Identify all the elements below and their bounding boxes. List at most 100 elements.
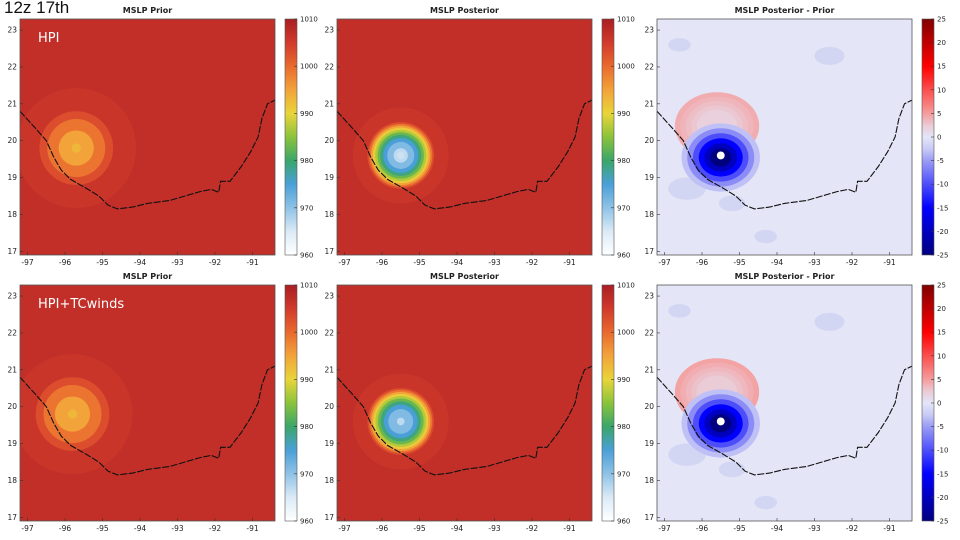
chart-title: MSLP Posterior [430, 272, 499, 281]
x-tick-label: -97 [338, 524, 350, 533]
colorbar-tick-label: 990 [617, 376, 630, 384]
colorbar-tick-label: 1000 [300, 329, 318, 337]
chart-title: MSLP Posterior [430, 6, 499, 15]
colorbar-tick-label: 990 [617, 110, 630, 118]
y-tick-label: 18 [644, 476, 654, 485]
y-tick-label: 23 [324, 292, 334, 301]
colorbar-tick-label: 1000 [617, 63, 635, 71]
plot-frame [656, 18, 913, 256]
out-of-range-core [716, 417, 725, 426]
x-tick-label: -93 [488, 524, 500, 533]
colorbar-tick-label: 25 [937, 16, 946, 24]
x-tick-label: -95 [413, 524, 425, 533]
y-tick-label: 20 [324, 136, 334, 145]
y-tick-label: 21 [7, 365, 17, 374]
colorbar-tick-label: 970 [300, 204, 313, 212]
y-tick-label: 18 [7, 476, 17, 485]
colorbar-tick-label: -10 [937, 447, 948, 455]
x-tick-label: -96 [376, 524, 388, 533]
colorbar-tick-label: 1010 [300, 16, 318, 24]
chart-title: MSLP Prior [123, 6, 173, 15]
x-tick-label: -91 [883, 258, 895, 267]
field-speckle [718, 461, 746, 478]
coastline [337, 365, 592, 476]
plot-frame [656, 284, 913, 522]
colorbar-tick-label: 980 [617, 157, 630, 165]
colorbar-tick-label: 20 [937, 39, 946, 47]
colorbar-tick-label: 1010 [300, 282, 318, 290]
y-tick-label: 23 [644, 26, 654, 35]
y-tick-label: 23 [7, 26, 17, 35]
colorbar-tick-label: 980 [300, 423, 313, 431]
colorbar-tick-label: 5 [937, 376, 941, 384]
colorbar-tick-label: 15 [937, 63, 946, 71]
y-tick-label: 18 [644, 210, 654, 219]
x-tick-label: -95 [733, 524, 745, 533]
chart-title: MSLP Posterior - Prior [735, 272, 835, 281]
colorbar-tick-label: -25 [937, 518, 948, 526]
out-of-range-core [716, 151, 725, 160]
colorbar [284, 284, 298, 522]
x-tick-label: -94 [771, 524, 783, 533]
x-tick-label: -96 [59, 524, 71, 533]
y-tick-label: 21 [644, 99, 654, 108]
x-tick-label: -97 [21, 524, 33, 533]
x-tick-label: -91 [563, 524, 575, 533]
y-tick-label: 19 [7, 439, 17, 448]
colorbar-tick-label: 0 [937, 400, 941, 408]
x-tick-label: -94 [451, 258, 463, 267]
plot-area [20, 19, 275, 255]
x-tick-label: -96 [59, 258, 71, 267]
colorbar-tick-label: -15 [937, 204, 948, 212]
y-tick-label: 18 [7, 210, 17, 219]
chart-posterior-hpi: MSLP Posterior -97 -96 -95 -94 -93 -92 -91 17 18 1… [324, 6, 634, 267]
chart-posterior-tcwinds: MSLP Posterior -97 -96 -95 -94 -93 -92 -91 17 18 1… [324, 272, 634, 533]
y-tick-label: 20 [644, 402, 654, 411]
coastline [20, 365, 275, 476]
colorbar-tick-label: 10 [937, 352, 946, 360]
y-tick-label: 17 [644, 247, 654, 256]
y-tick-label: 22 [644, 328, 654, 337]
colorbar-tick-label: 20 [937, 305, 946, 313]
y-tick-label: 23 [7, 292, 17, 301]
plot-frame [19, 18, 276, 256]
y-tick-label: 22 [7, 62, 17, 71]
colorbar-tick-label: 15 [937, 329, 946, 337]
chart-diff-hpi: MSLP Posterior - Prior -97 -96 -95 -94 -93 -92… [644, 6, 948, 267]
colorbar-tick-label: 25 [937, 282, 946, 290]
y-tick-label: 17 [644, 513, 654, 522]
colorbar-tick-label: 5 [937, 110, 941, 118]
x-tick-label: -95 [733, 258, 745, 267]
y-tick-label: 19 [324, 173, 334, 182]
low-contour [71, 143, 81, 153]
colorbar-tick-label: 970 [617, 204, 630, 212]
x-tick-label: -96 [376, 258, 388, 267]
coastline [337, 99, 592, 210]
y-tick-label: 20 [7, 402, 17, 411]
x-tick-label: -96 [696, 258, 708, 267]
field-speckle [814, 46, 845, 65]
y-tick-label: 20 [324, 402, 334, 411]
y-tick-label: 21 [324, 99, 334, 108]
colorbar-tick-label: 980 [617, 423, 630, 431]
plot-area [657, 19, 912, 255]
y-tick-label: 22 [324, 328, 334, 337]
field-speckle [668, 38, 691, 52]
x-tick-label: -94 [134, 258, 146, 267]
x-tick-label: -97 [21, 258, 33, 267]
x-tick-label: -93 [171, 258, 183, 267]
colorbar-tick-label: -20 [937, 494, 948, 502]
colorbar-tick-label: -15 [937, 470, 948, 478]
plot-frame [336, 18, 593, 256]
x-tick-label: -93 [808, 524, 820, 533]
y-tick-label: 23 [644, 292, 654, 301]
y-tick-label: 21 [644, 365, 654, 374]
coastline [657, 99, 912, 210]
y-tick-label: 17 [7, 513, 17, 522]
x-tick-label: -96 [696, 524, 708, 533]
colorbar-tick-label: -10 [937, 181, 948, 189]
colorbar-tick-label: 10 [937, 86, 946, 94]
chart-prior-hpi: MSLP Prior HPI -97 -96 -95 -94 -93 -92 -91 17 18 19… [7, 6, 317, 267]
x-tick-label: -91 [246, 524, 258, 533]
